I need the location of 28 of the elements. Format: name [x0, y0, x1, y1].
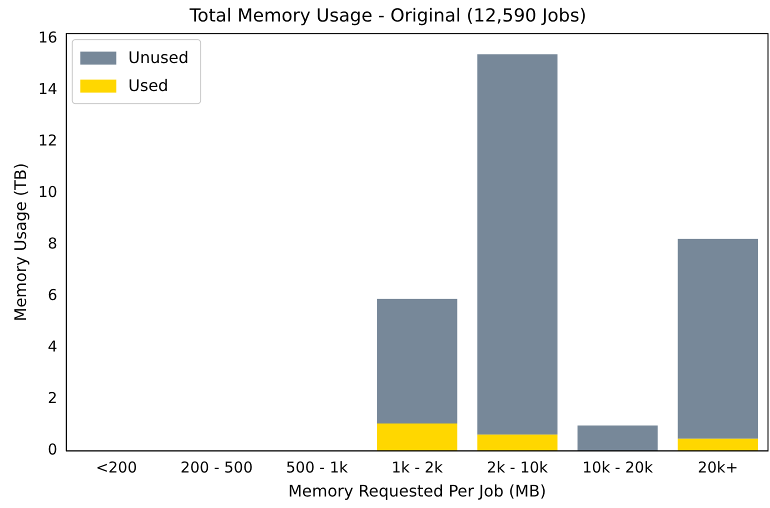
- y-tick-label: 0: [48, 440, 58, 459]
- y-tick-label: 10: [38, 183, 58, 202]
- y-tick-label: 12: [38, 132, 58, 150]
- x-tick-label: <200: [96, 458, 138, 477]
- y-tick-label: 4: [48, 338, 58, 356]
- x-tick-label: 1k - 2k: [391, 458, 444, 477]
- bar: [678, 238, 758, 439]
- bar: [377, 298, 458, 424]
- legend-label: Used: [128, 76, 168, 95]
- x-tick-label: 500 - 1k: [286, 458, 348, 477]
- bar: [477, 54, 558, 435]
- y-tick-label: 8: [48, 234, 58, 253]
- x-tick-label: 200 - 500: [180, 458, 253, 477]
- legend-label: Unused: [128, 48, 189, 67]
- y-tick-label: 14: [38, 80, 58, 98]
- chart-title: Total Memory Usage - Original (12,590 Jobs): [188, 5, 586, 26]
- bar: [477, 434, 558, 451]
- y-tick-label: 6: [48, 286, 58, 304]
- bar: [578, 426, 658, 451]
- x-axis-title: Memory Requested Per Job (MB): [288, 482, 546, 501]
- x-tick-label: 10k - 20k: [582, 458, 654, 477]
- y-tick-label: 2: [48, 389, 58, 408]
- bar: [377, 424, 458, 451]
- y-tick-label: 16: [38, 28, 58, 47]
- y-axis-title: Memory Usage (TB): [10, 163, 30, 322]
- x-tick-label: 2k - 10k: [486, 458, 548, 477]
- x-tick-label: 20k+: [698, 458, 738, 477]
- bar: [678, 438, 758, 451]
